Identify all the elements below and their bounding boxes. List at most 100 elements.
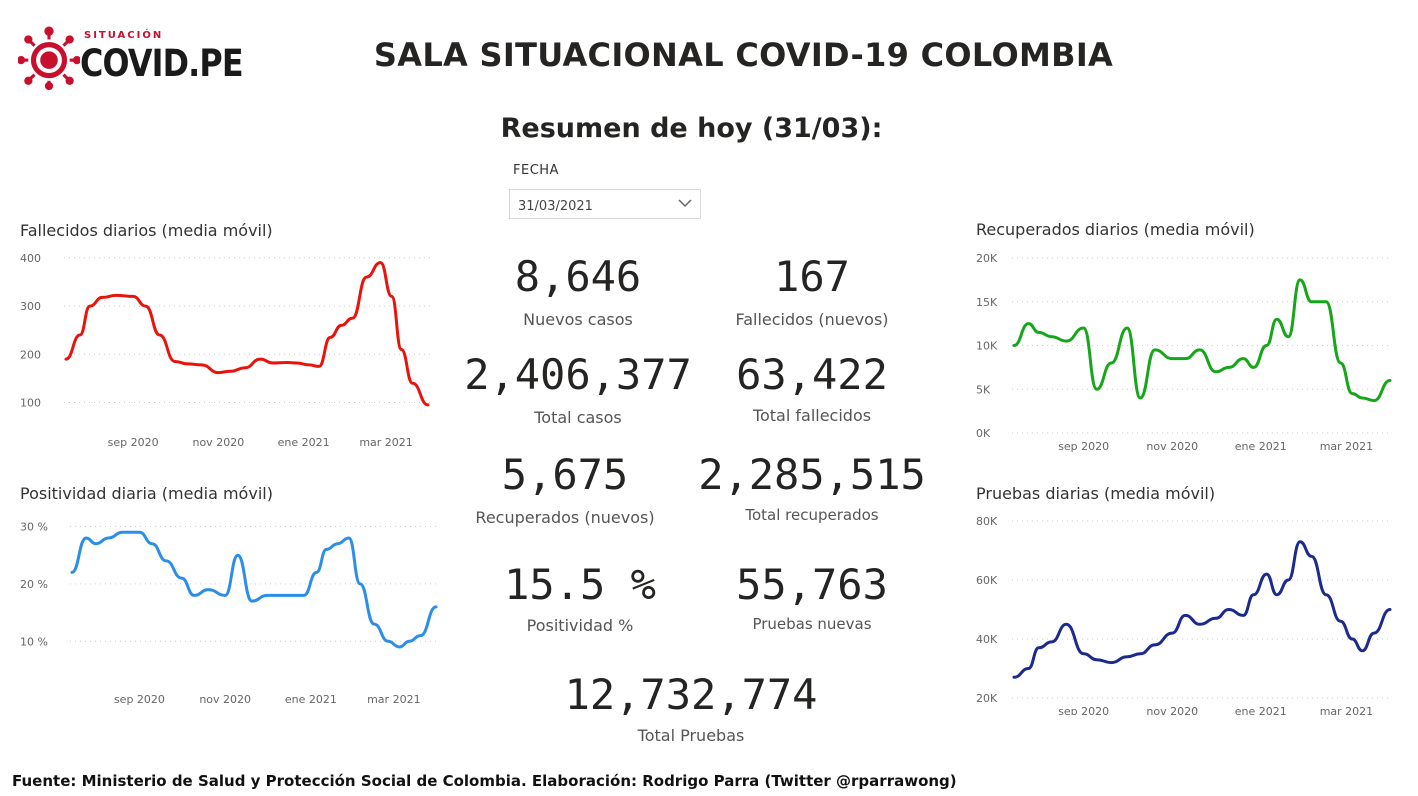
data-point — [71, 571, 73, 574]
chart-title-fallecidos: Fallecidos diarios (media móvil) — [20, 221, 273, 240]
data-point — [1361, 397, 1364, 399]
data-point — [390, 295, 393, 298]
data-point — [379, 261, 382, 264]
data-point — [279, 594, 281, 597]
data-point — [1095, 658, 1098, 661]
data-point — [1095, 388, 1098, 391]
kpi-label-total-fallecidos: Total fallecidos — [752, 406, 872, 425]
data-point — [1082, 652, 1085, 655]
chevron-down-icon[interactable] — [678, 198, 692, 208]
data-point — [293, 594, 295, 597]
data-point — [303, 594, 305, 597]
data-point — [1199, 349, 1201, 351]
data-point — [1299, 279, 1301, 281]
source-footer: Fuente: Ministerio de Salud y Protección… — [12, 772, 957, 790]
kpi-label-nuevos-casos: Nuevos casos — [523, 310, 633, 329]
y-tick-label: 60K — [976, 574, 998, 587]
kpi-value-total-recuperados: 2,285,515 — [698, 450, 926, 499]
data-point — [174, 360, 176, 363]
data-point — [1037, 331, 1040, 334]
data-point — [1228, 608, 1230, 611]
data-point — [325, 548, 328, 551]
chart-title-pruebas: Pruebas diarias (media móvil) — [976, 484, 1216, 503]
data-point — [272, 362, 274, 364]
fallecidos-line-chart: 100 200 300 400 sep 2020 nov 2020 ene 2021 mar … — [20, 252, 430, 449]
series-line-recuperados — [1012, 278, 1392, 403]
data-point — [79, 334, 81, 336]
kpi-label-total-casos: Total casos — [534, 408, 622, 427]
data-point — [158, 334, 161, 336]
data-point — [1065, 340, 1068, 342]
data-point — [1139, 397, 1142, 399]
data-point — [1037, 647, 1040, 649]
data-point — [1184, 614, 1187, 617]
data-point — [1110, 362, 1113, 364]
data-point — [1265, 344, 1268, 347]
kpi-value-total-casos: 2,406,377 — [464, 350, 692, 399]
data-point — [1126, 655, 1129, 658]
x-tick-label: nov 2020 — [1146, 705, 1198, 715]
data-point — [1139, 652, 1142, 655]
data-point — [1013, 344, 1015, 347]
data-point — [1242, 614, 1245, 617]
data-point — [224, 594, 226, 597]
recuperados-line-chart: 0K 5K 10K 15K 20K sep 2020 nov 2020 ene 2021 mar… — [976, 252, 1392, 453]
series-line-fallecidos — [64, 261, 430, 407]
kpi-value-fallecidos-nuevos: 167 — [774, 252, 850, 301]
y-tick-label: 20 % — [20, 578, 48, 591]
data-point — [1050, 641, 1053, 643]
data-point — [237, 554, 239, 556]
kpi-value-pruebas-nuevas: 55,763 — [736, 560, 888, 609]
data-point — [217, 371, 220, 374]
logo-tagline: SITUACIÓN — [84, 30, 164, 41]
y-tick-label: 20K — [976, 252, 998, 265]
data-point — [1110, 661, 1113, 664]
data-point — [251, 600, 253, 602]
data-point — [286, 361, 288, 364]
y-tick-label: 0K — [976, 427, 991, 440]
data-point — [1373, 399, 1375, 402]
data-point — [1199, 623, 1201, 626]
data-point — [1228, 366, 1230, 369]
covid-virus-logo-icon — [18, 26, 80, 90]
date-filter-dropdown[interactable]: 31/03/2021 — [509, 189, 701, 219]
data-point — [165, 560, 167, 562]
y-tick-label: 10K — [976, 340, 998, 353]
data-point — [427, 404, 429, 406]
kpi-value-total-fallecidos: 63,422 — [736, 350, 888, 399]
x-tick-label: nov 2020 — [192, 436, 244, 449]
y-tick-label: 5K — [976, 383, 991, 396]
data-point — [1287, 335, 1290, 338]
data-point — [1252, 593, 1255, 596]
data-point — [1214, 617, 1217, 620]
data-point — [95, 542, 97, 545]
data-point — [1027, 322, 1030, 325]
y-tick-label: 100 — [20, 397, 41, 410]
y-tick-label: 40K — [976, 633, 998, 646]
x-tick-label: mar 2021 — [1320, 440, 1373, 453]
x-tick-label: ene 2021 — [1235, 705, 1287, 715]
data-point — [101, 296, 104, 299]
x-tick-label: ene 2021 — [285, 693, 337, 706]
y-tick-label: 10 % — [20, 635, 48, 648]
data-point — [138, 531, 141, 534]
data-point — [1361, 650, 1364, 652]
kpi-label-positividad: Positividad % — [526, 616, 634, 635]
data-point — [144, 305, 147, 307]
data-point — [1275, 318, 1278, 321]
data-point — [1310, 300, 1313, 303]
data-point — [132, 295, 134, 298]
kpi-label-recuperados-nuevos: Recuperados (nuevos) — [475, 508, 655, 527]
kpi-label-total-pruebas: Total Pruebas — [637, 726, 745, 745]
data-point — [315, 571, 318, 574]
data-point — [65, 358, 67, 360]
data-point — [1351, 392, 1354, 395]
x-tick-label: sep 2020 — [108, 436, 159, 449]
x-tick-label: sep 2020 — [1058, 440, 1109, 453]
x-tick-label: mar 2021 — [367, 693, 420, 706]
logo-wordmark: COVID.PE — [80, 42, 244, 85]
data-point — [1242, 357, 1245, 360]
data-point — [400, 348, 403, 351]
kpi-value-positividad: 15.5 % — [504, 560, 656, 609]
data-point — [1050, 335, 1053, 338]
